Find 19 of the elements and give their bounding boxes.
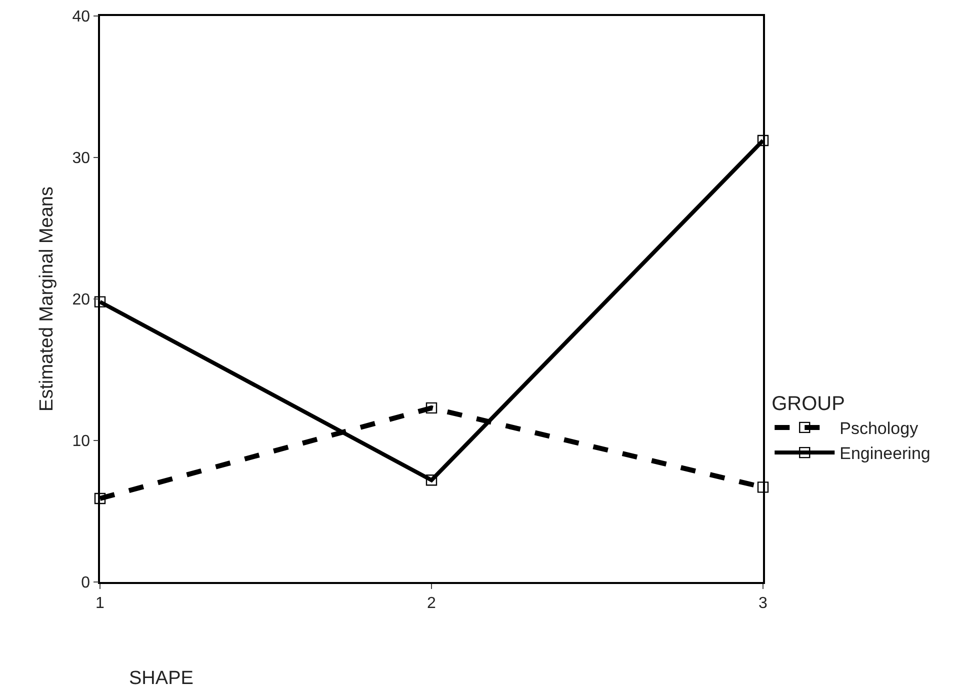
y-tick-label: 40 — [72, 8, 90, 26]
point — [757, 134, 769, 146]
point — [426, 474, 438, 486]
legend-label: Pschology — [840, 419, 919, 438]
y-tick-label: 10 — [72, 433, 90, 450]
legend-title: GROUP — [772, 392, 845, 415]
point — [426, 402, 438, 414]
point — [757, 482, 769, 493]
y-tick-label: 20 — [72, 292, 90, 309]
x-tick-label: 3 — [758, 594, 768, 612]
x-tick-label: 2 — [427, 594, 436, 612]
point — [94, 296, 106, 308]
point — [94, 492, 106, 504]
y-axis-title: Estimated Marginal Means — [36, 186, 58, 412]
x-tick-label: 1 — [96, 594, 105, 612]
y-tick-label: 30 — [72, 150, 90, 168]
x-axis-title: SHAPE — [129, 668, 194, 689]
legend-label: Engineering — [840, 444, 930, 464]
y-tick-label: 0 — [81, 574, 90, 592]
